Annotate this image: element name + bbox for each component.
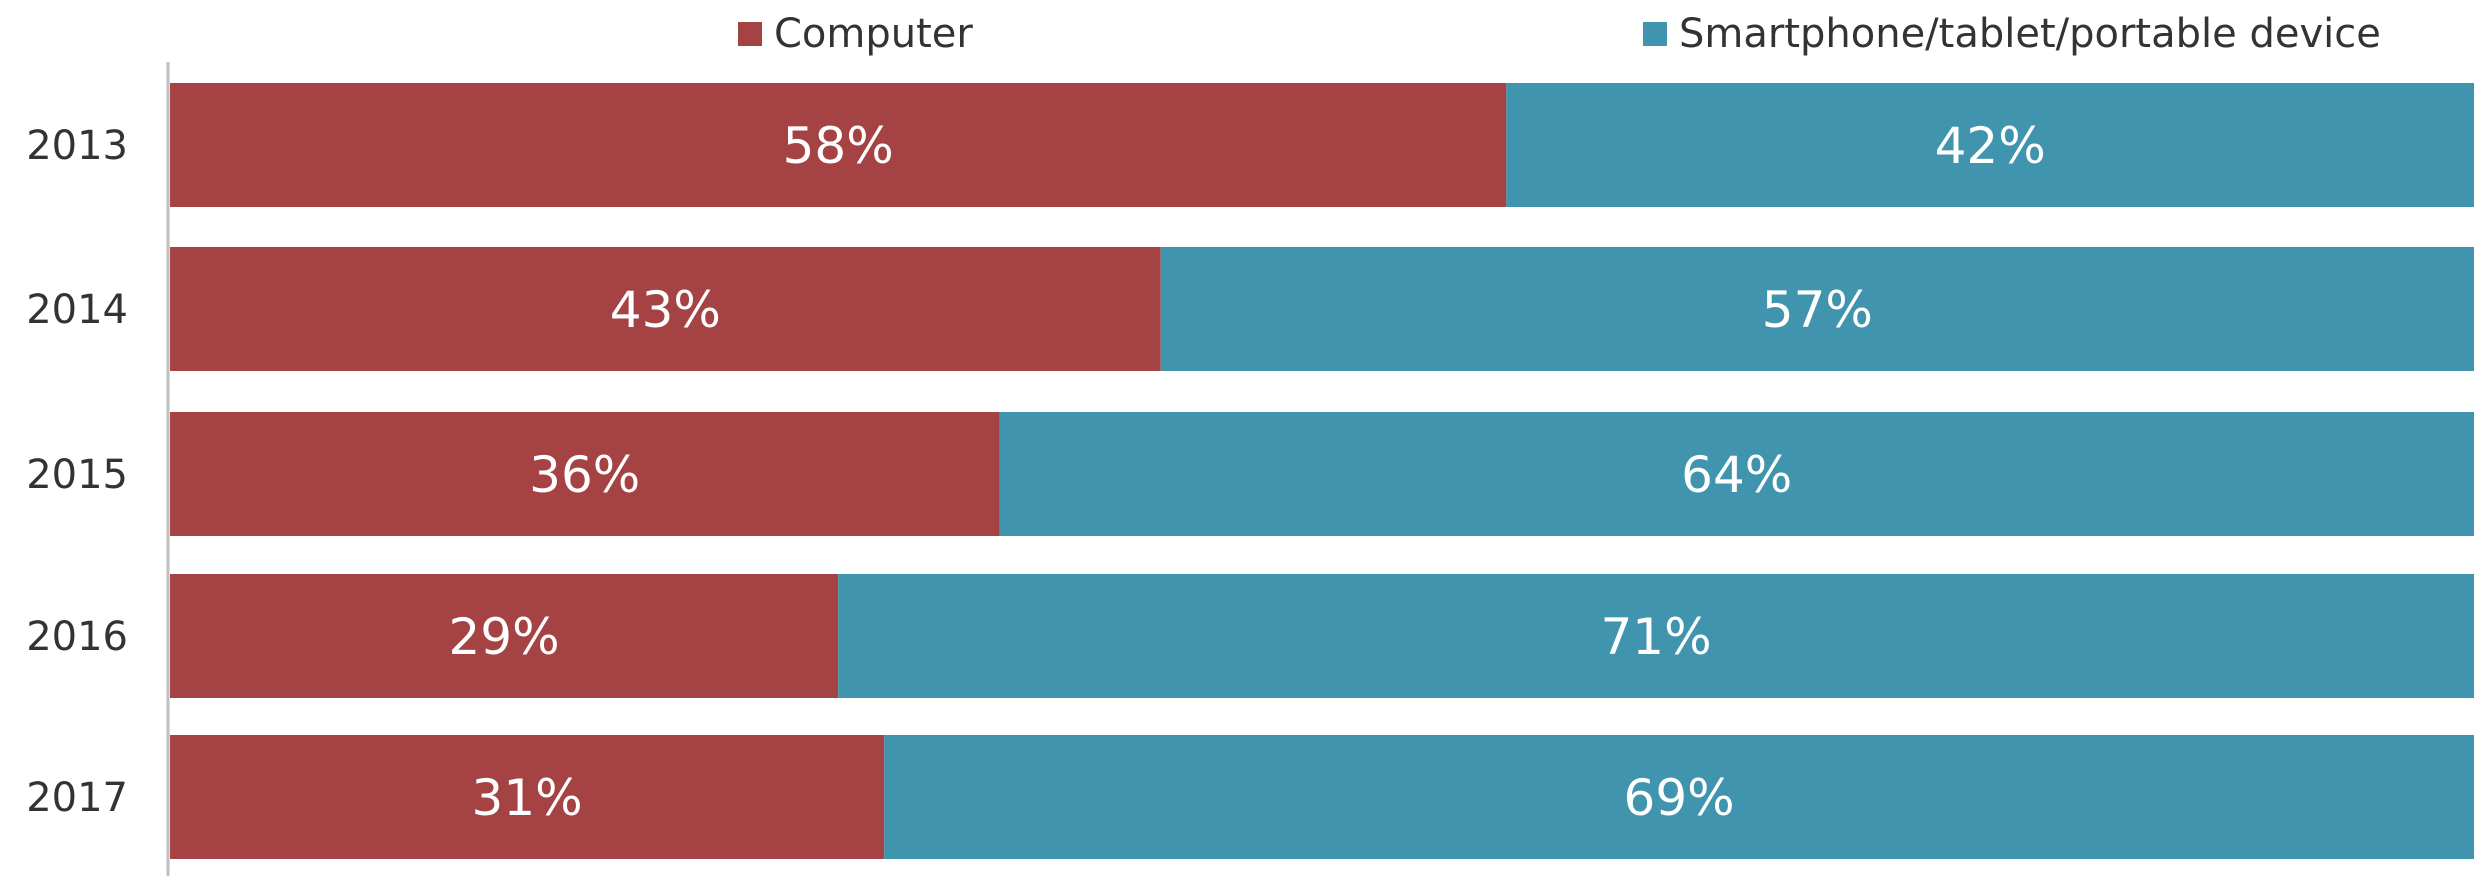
bar-computer-2014 (170, 247, 1161, 371)
data-label-smartphone-2017: 69% (1624, 769, 1735, 827)
legend: Computer Smartphone/tablet/portable devic… (738, 11, 2381, 57)
bar-computer-2015 (170, 412, 1000, 536)
data-label-computer-2016: 29% (449, 608, 560, 666)
data-label-smartphone-2013: 42% (1935, 117, 2046, 175)
bar-computer-2016 (170, 574, 839, 698)
data-label-computer-2015: 36% (529, 446, 640, 504)
data-label-computer-2017: 31% (472, 769, 583, 827)
legend-swatch-computer (738, 22, 762, 46)
y-tick-label-2014: 2014 (26, 287, 128, 333)
bar-smartphone-2015 (999, 412, 2474, 536)
legend-label-computer: Computer (774, 11, 973, 57)
y-tick-label-2013: 2013 (26, 123, 128, 169)
bar-smartphone-2017 (884, 735, 2474, 859)
y-tick-label-2016: 2016 (26, 614, 128, 660)
bar-smartphone-2016 (838, 574, 2474, 698)
bars: 58% 42% 43% 57% 36% 64% 29% 71% 31% 69% (170, 83, 2474, 859)
data-label-computer-2014: 43% (610, 281, 721, 339)
data-label-smartphone-2015: 64% (1681, 446, 1792, 504)
bar-smartphone-2013 (1506, 83, 2474, 207)
bar-computer-2013 (170, 83, 1507, 207)
legend-swatch-smartphone (1643, 22, 1667, 46)
y-tick-label-2017: 2017 (26, 775, 128, 821)
data-label-computer-2013: 58% (783, 117, 894, 175)
legend-label-smartphone: Smartphone/tablet/portable device (1679, 11, 2381, 57)
y-tick-label-2015: 2015 (26, 452, 128, 498)
data-label-smartphone-2014: 57% (1762, 281, 1873, 339)
y-tick-labels: 2013 2014 2015 2016 2017 (26, 123, 128, 821)
bar-smartphone-2014 (1160, 247, 2474, 371)
data-label-smartphone-2016: 71% (1601, 608, 1712, 666)
bar-computer-2017 (170, 735, 885, 859)
